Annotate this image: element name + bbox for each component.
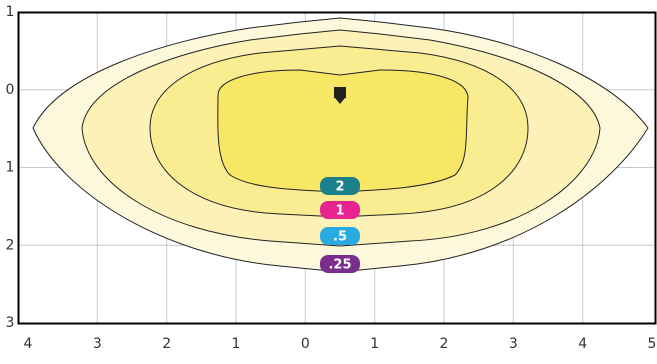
x-tick-label: 4 <box>578 336 587 352</box>
x-tick-label: 3 <box>509 336 518 352</box>
y-tick-label: 3 <box>6 315 15 331</box>
plot-frame <box>17 11 657 325</box>
x-tick-label: 1 <box>370 336 379 352</box>
contour-label: 1 <box>335 204 344 219</box>
y-tick-label: 0 <box>6 82 15 98</box>
fixture-aim <box>335 98 345 104</box>
contour-badge <box>320 255 360 273</box>
x-tick-label: 2 <box>162 336 171 352</box>
y-tick-label: 1 <box>6 4 15 20</box>
contour-label: .5 <box>333 230 347 245</box>
x-tick-label: 2 <box>440 336 449 352</box>
fixture-marker <box>334 87 346 98</box>
contour-label: 2 <box>335 180 344 195</box>
x-tick-label: 4 <box>24 336 33 352</box>
y-tick-label: 1 <box>6 160 15 176</box>
x-tick-label: 3 <box>93 336 102 352</box>
contours <box>32 17 649 273</box>
contour-badge <box>320 177 360 195</box>
contour-badge <box>320 227 360 245</box>
x-tick-label: 0 <box>301 336 310 352</box>
y-tick-label: 2 <box>6 237 15 253</box>
x-tick-label: 5 <box>648 336 657 352</box>
x-tick-label: 1 <box>232 336 241 352</box>
contour-badge <box>320 201 360 219</box>
contour-label: .25 <box>328 258 351 273</box>
contour <box>217 69 469 193</box>
